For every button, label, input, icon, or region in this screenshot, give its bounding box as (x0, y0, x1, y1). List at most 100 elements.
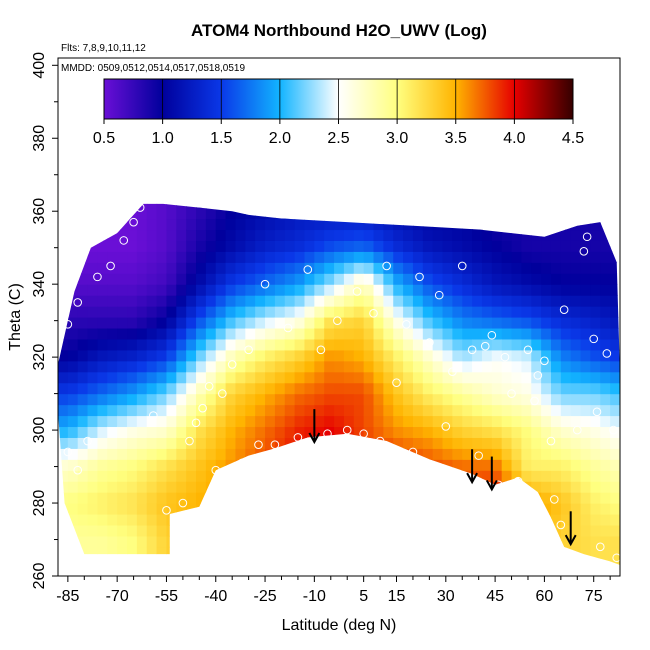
field-cell (590, 382, 601, 395)
field-cell (58, 448, 69, 460)
field-cell (107, 371, 118, 384)
field-cell (422, 524, 434, 537)
field-cell (265, 240, 276, 252)
field-cell (442, 524, 453, 537)
field-cell (373, 524, 384, 537)
field-cell (353, 295, 365, 307)
field-cell (186, 203, 197, 209)
field-cell (87, 295, 99, 307)
field-cell (580, 426, 592, 438)
field-cell (363, 327, 375, 340)
field-cell (472, 203, 483, 209)
field-cell (166, 404, 177, 417)
field-cell (58, 426, 69, 438)
field-cell (442, 360, 453, 373)
field-cell (334, 284, 345, 296)
field-cell (176, 437, 187, 449)
field-cell (511, 371, 522, 384)
field-cell (127, 240, 138, 252)
field-cell (491, 503, 503, 515)
field-cell (215, 273, 227, 285)
field-cell (87, 503, 99, 515)
field-cell (117, 513, 128, 526)
field-cell (570, 546, 582, 559)
field-cell (87, 546, 99, 559)
field-cell (265, 437, 276, 449)
field-cell (255, 492, 266, 504)
field-cell (107, 546, 118, 559)
field-cell (472, 306, 483, 318)
field-cell (560, 203, 572, 209)
field-cell (353, 513, 365, 526)
field-cell (452, 415, 463, 428)
field-cell (77, 240, 89, 252)
field-cell (363, 273, 375, 285)
field-cell (235, 546, 246, 559)
field-cell (136, 240, 148, 252)
observation-point (260, 279, 270, 289)
field-cell (432, 448, 444, 460)
field-cell (284, 404, 296, 417)
field-cell (215, 481, 227, 493)
field-cell (97, 295, 108, 307)
field-cell (373, 404, 384, 417)
field-cell (570, 492, 582, 504)
field-cell (146, 338, 158, 351)
field-cell (521, 437, 532, 449)
field-cell (580, 524, 592, 537)
field-cell (501, 557, 513, 566)
field-cell (560, 240, 572, 252)
field-cell (501, 382, 513, 395)
field-cell (87, 437, 99, 449)
field-cell (294, 513, 306, 526)
field-cell (373, 317, 384, 329)
field-cell (531, 492, 542, 504)
observation-point (408, 447, 418, 457)
field-cell (452, 404, 463, 417)
field-cell (235, 240, 246, 252)
field-cell (541, 481, 552, 493)
field-cell (136, 317, 148, 329)
field-cell (373, 513, 384, 526)
field-cell (491, 415, 503, 428)
x-axis: -85 -70 -55 -40 -25 -10 5 15 30 45 60 75 (56, 576, 611, 605)
field-cell (215, 317, 227, 329)
field-cell (373, 393, 384, 406)
field-cell (403, 273, 414, 285)
field-cell (363, 415, 375, 428)
field-cell (87, 448, 99, 460)
field-cell (304, 393, 315, 406)
field-cell (432, 524, 444, 537)
field-cell (255, 284, 266, 296)
field-cell (570, 218, 582, 231)
field-cell (590, 207, 601, 220)
field-cell (363, 306, 375, 318)
field-cell (521, 459, 532, 471)
field-cell (274, 327, 286, 340)
field-cell (67, 448, 79, 460)
field-cell (412, 203, 424, 209)
field-cell (472, 284, 483, 296)
field-cell (58, 284, 69, 296)
field-cell (383, 437, 394, 449)
field-cell (353, 338, 365, 351)
field-cell (570, 557, 582, 566)
field-cell (550, 437, 562, 449)
field-cell (521, 207, 532, 220)
field-cell (353, 382, 365, 395)
field-cell (560, 503, 572, 515)
field-cell (225, 459, 237, 471)
field-cell (501, 415, 513, 428)
field-cell (334, 349, 345, 362)
field-cell (284, 273, 296, 285)
field-cell (531, 207, 542, 220)
field-cell (107, 393, 118, 406)
field-cell (235, 404, 246, 417)
field-cell (156, 481, 168, 493)
field-cell (146, 535, 158, 548)
field-cell (117, 295, 128, 307)
field-cell (215, 470, 227, 482)
field-cell (472, 448, 483, 460)
field-cell (255, 306, 266, 318)
field-cell (541, 338, 552, 351)
